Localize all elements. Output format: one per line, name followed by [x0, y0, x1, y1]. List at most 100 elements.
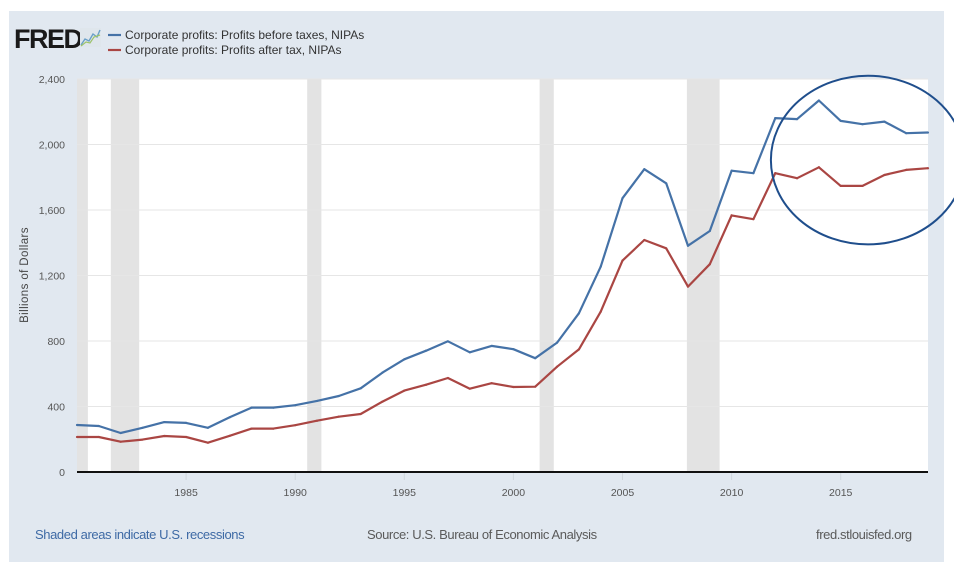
data-point — [337, 415, 340, 418]
series-line-after-tax[interactable] — [77, 166, 929, 444]
data-point — [163, 434, 166, 438]
data-point — [752, 218, 755, 221]
data-point — [446, 376, 450, 380]
data-point — [621, 259, 624, 262]
data-point — [534, 385, 537, 388]
data-point — [75, 435, 79, 439]
data-point — [119, 431, 122, 435]
data-point — [555, 341, 559, 344]
data-point — [294, 424, 297, 427]
data-point — [468, 351, 471, 354]
data-point — [534, 357, 537, 360]
series-line-before-tax[interactable] — [76, 99, 929, 435]
highlight-ellipse — [769, 74, 954, 246]
y-axis-title: Billions of Dollars — [19, 227, 31, 323]
x-tick-label: 2000 — [502, 487, 526, 499]
site-link[interactable]: fred.stlouisfed.org — [816, 527, 912, 542]
data-point — [468, 387, 471, 390]
legend-label-before-tax: Corporate profits: Profits before taxes,… — [125, 28, 364, 42]
data-point — [228, 434, 231, 437]
x-tick-label: 2005 — [611, 487, 635, 499]
data-point — [708, 229, 711, 233]
data-point — [817, 99, 820, 102]
chart-line-icon — [80, 28, 101, 47]
data-point — [883, 173, 886, 177]
recession-note-link[interactable]: Shaded areas indicate U.S. recessions — [35, 527, 245, 542]
data-point — [926, 167, 930, 170]
data-point — [490, 344, 493, 348]
data-point — [272, 406, 275, 409]
y-tick-label: 0 — [59, 467, 65, 479]
data-point — [730, 169, 733, 172]
data-point — [446, 340, 450, 343]
data-point — [403, 358, 406, 361]
data-point — [141, 438, 144, 441]
data-point — [119, 440, 122, 443]
data-point — [315, 419, 319, 422]
data-point — [206, 426, 210, 429]
data-point — [185, 435, 188, 439]
fred-logo[interactable]: FRED — [14, 24, 101, 54]
data-point — [206, 441, 210, 444]
data-point — [512, 385, 515, 389]
data-point — [665, 247, 668, 250]
data-point — [185, 421, 188, 424]
data-point — [425, 349, 428, 352]
data-point — [905, 168, 908, 171]
data-point — [97, 435, 100, 439]
legend-item-after-tax[interactable]: Corporate profits: Profits after tax, NI… — [108, 43, 342, 57]
data-point — [926, 131, 930, 134]
legend: Corporate profits: Profits before taxes,… — [108, 28, 364, 57]
data-point — [839, 184, 842, 188]
data-point — [141, 426, 144, 429]
data-point — [621, 197, 624, 200]
data-point — [774, 172, 777, 175]
data-point — [861, 184, 864, 188]
annotations — [769, 74, 954, 246]
data-point — [795, 118, 799, 121]
data-point — [337, 394, 340, 398]
data-point — [272, 427, 275, 430]
data-point — [883, 120, 886, 123]
data-point — [490, 382, 493, 385]
data-point — [359, 412, 362, 416]
data-point — [250, 427, 253, 430]
data-point — [163, 420, 166, 424]
y-tick-label: 400 — [47, 402, 65, 414]
data-point — [599, 310, 602, 313]
data-point — [228, 416, 231, 419]
legend-item-before-tax[interactable]: Corporate profits: Profits before taxes,… — [108, 28, 364, 42]
x-axis-ticks: 1985 1990 1995 2000 2005 2010 2015 — [174, 473, 853, 499]
legend-label-after-tax: Corporate profits: Profits after tax, NI… — [125, 43, 342, 57]
x-tick-label: 1995 — [393, 487, 417, 499]
y-tick-label: 1,600 — [39, 205, 65, 217]
y-axis-ticks: 0 400 800 1,200 1,600 2,000 2,400 — [39, 74, 65, 479]
data-point — [250, 406, 253, 409]
x-tick-label: 1990 — [284, 487, 308, 499]
data-point — [643, 168, 646, 171]
x-tick-label: 2010 — [720, 487, 744, 499]
data-point — [294, 404, 297, 407]
data-point — [577, 348, 580, 351]
data-point — [665, 182, 668, 185]
data-point — [708, 263, 711, 266]
data-point — [817, 166, 820, 169]
data-point — [555, 365, 559, 368]
series-lines — [75, 99, 930, 444]
y-tick-label: 800 — [47, 336, 65, 348]
data-point — [97, 424, 100, 428]
data-point — [839, 119, 842, 123]
data-point — [577, 312, 580, 315]
data-point — [730, 214, 733, 217]
fred-logo-text: FRED — [14, 24, 83, 54]
y-tick-label: 1,200 — [39, 271, 65, 283]
data-point — [686, 244, 690, 247]
x-tick-label: 1985 — [174, 487, 198, 499]
y-tick-label: 2,400 — [39, 74, 65, 86]
data-point — [905, 132, 908, 135]
data-point — [359, 387, 362, 390]
data-point — [774, 117, 777, 120]
gridlines — [77, 78, 928, 407]
data-point — [512, 348, 515, 351]
